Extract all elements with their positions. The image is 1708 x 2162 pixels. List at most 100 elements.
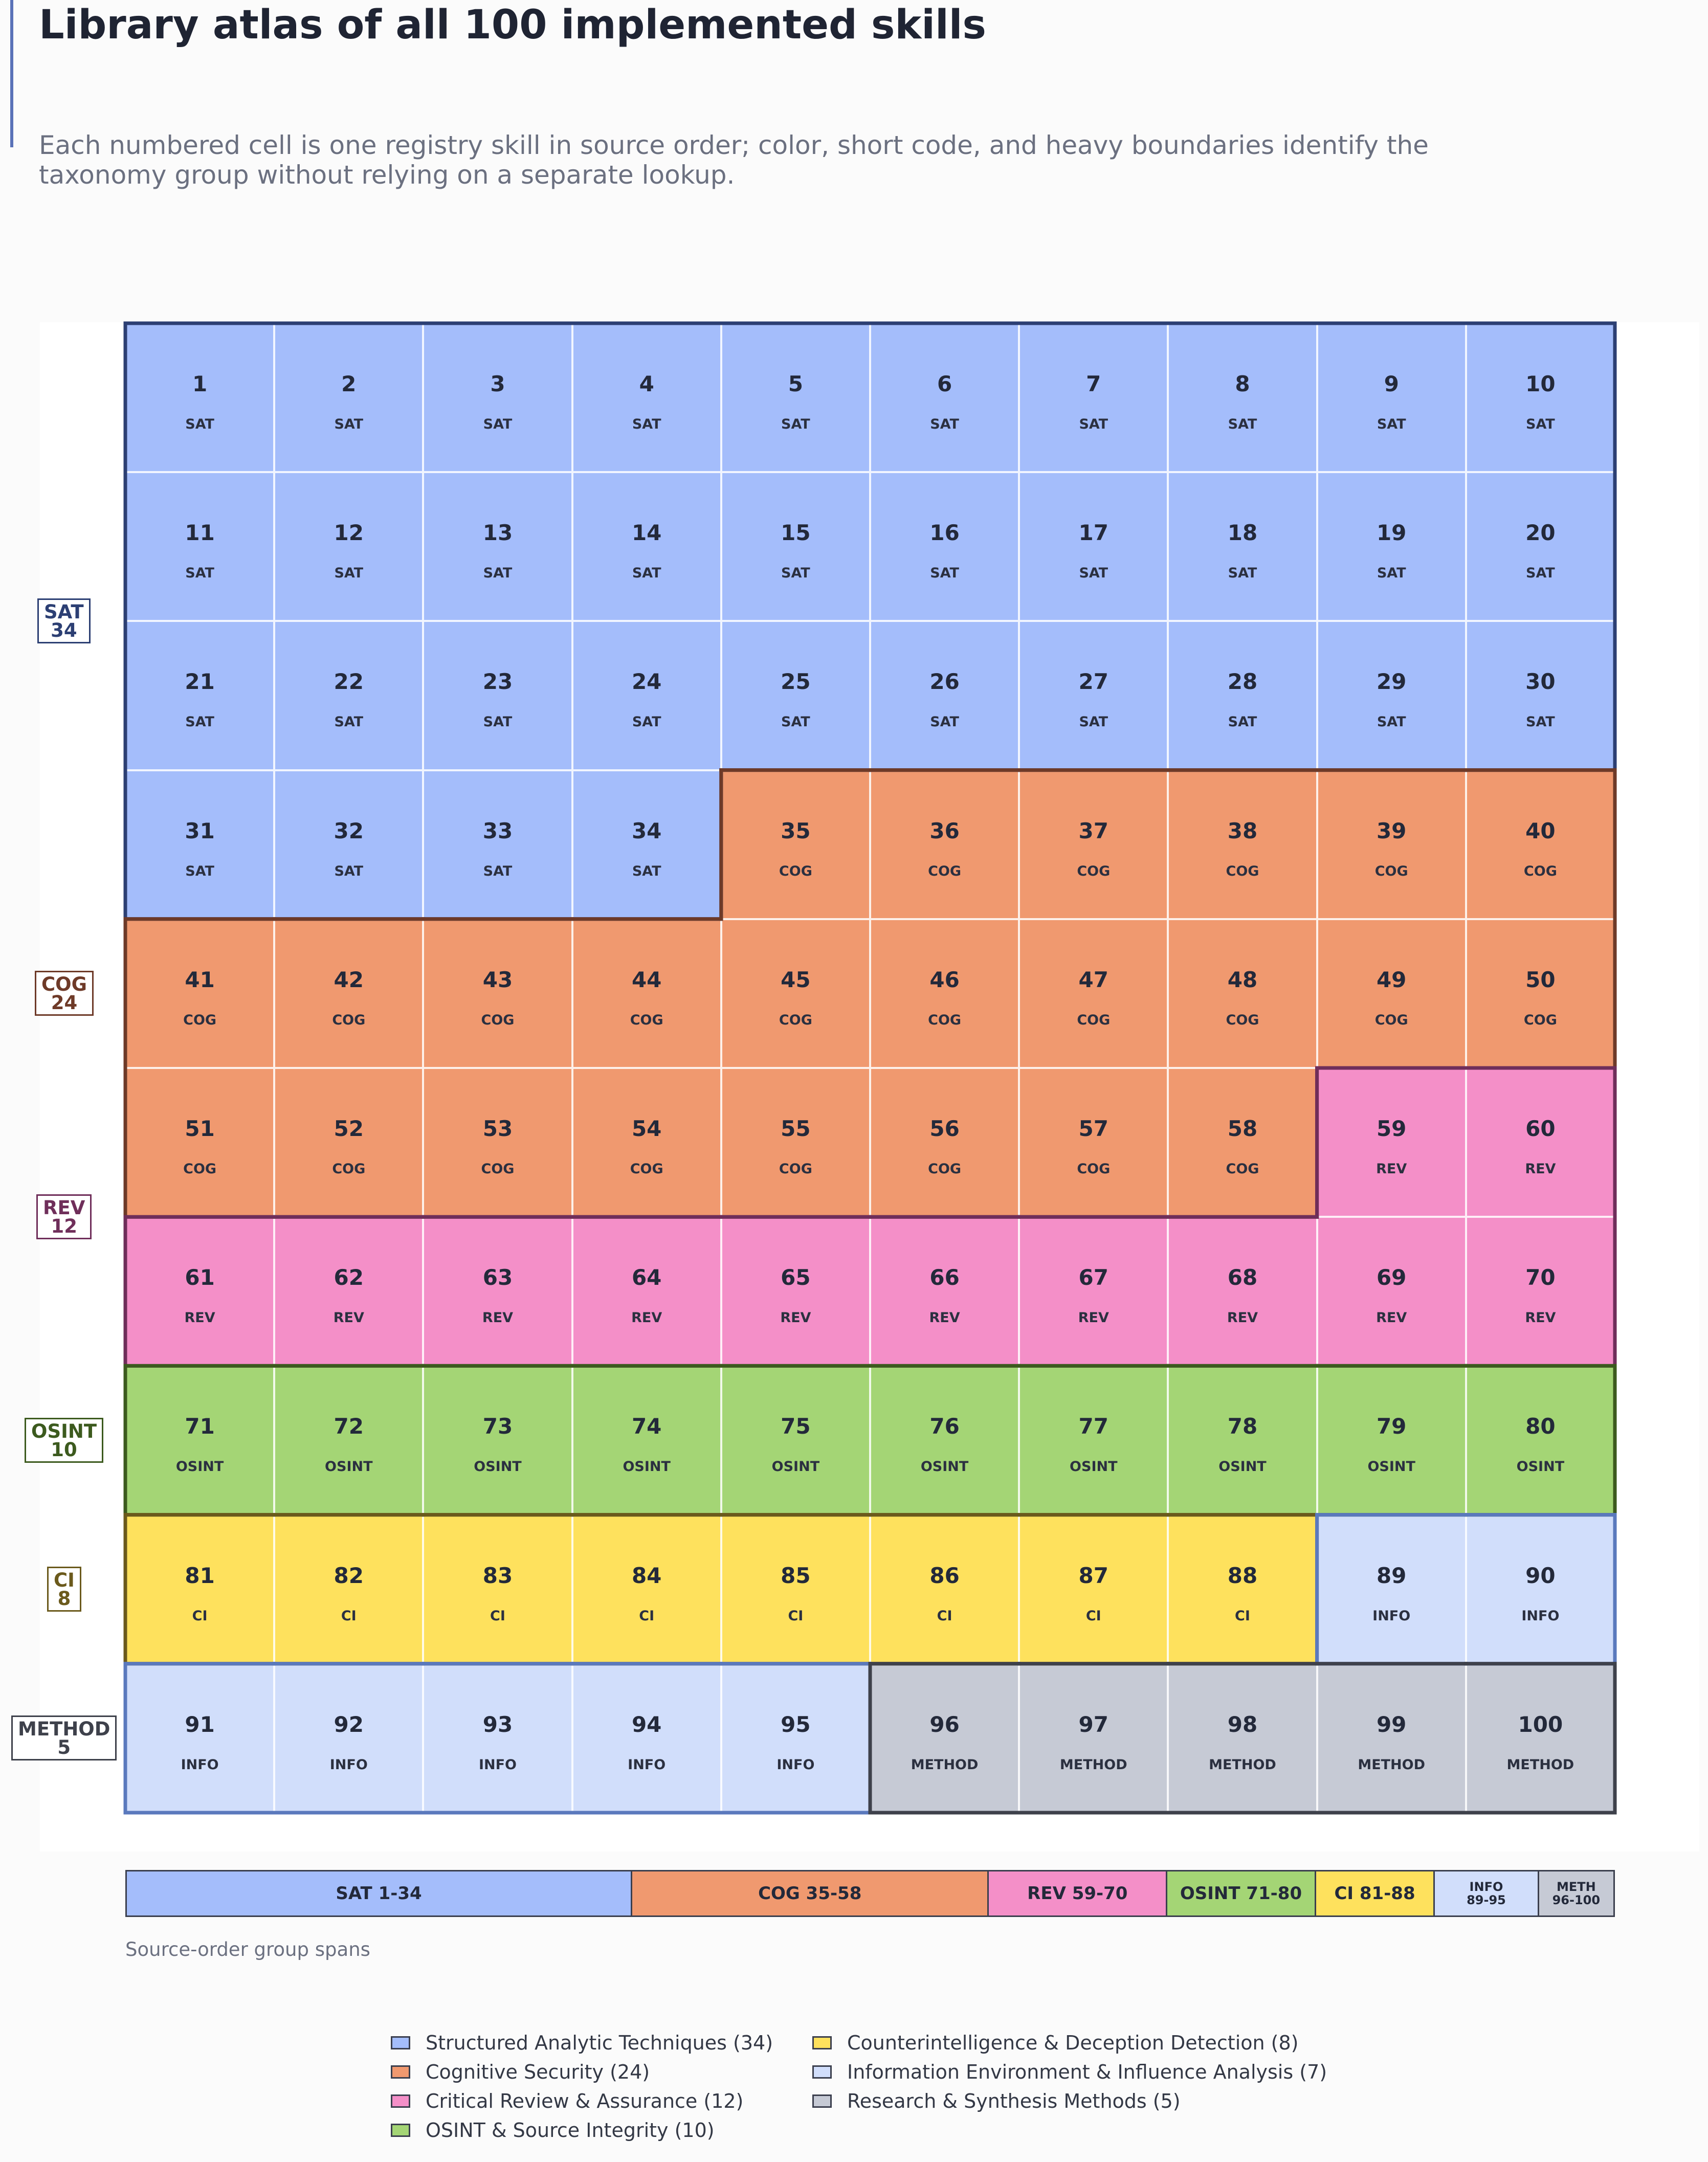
skill-group-code: REV [1525, 1161, 1556, 1177]
skill-cell: 47 COG [1019, 919, 1168, 1068]
skill-cell: 43 COG [423, 919, 572, 1068]
legend-item-info: Information Environment & Influence Anal… [812, 2058, 1327, 2086]
skill-cell: 85 CI [721, 1514, 870, 1664]
span-segment-label: REV 59-70 [1027, 1883, 1128, 1904]
skill-cell: 44 COG [572, 919, 721, 1068]
skill-cell: 1 SAT [125, 323, 275, 473]
span-segment-ci: CI 81-88 [1316, 1871, 1435, 1915]
skill-group-code: METHOD [911, 1756, 979, 1773]
skill-cell: 12 SAT [274, 472, 424, 621]
skill-cell: 93 INFO [423, 1663, 572, 1813]
skill-group-code: OSINT [1516, 1459, 1565, 1475]
skill-number: 54 [631, 1116, 662, 1141]
skill-group-code: SAT [334, 714, 364, 730]
row-label-ci: CI 8 [47, 1567, 81, 1612]
skill-group-code: CI [788, 1608, 804, 1624]
skill-group-code: SAT [781, 416, 810, 432]
row-label-count: 24 [51, 992, 78, 1014]
skill-number: 67 [1078, 1265, 1108, 1290]
skill-group-code: REV [184, 1310, 215, 1326]
skill-group-code: SAT [1228, 416, 1257, 432]
skill-cell: 90 INFO [1466, 1514, 1615, 1664]
skill-group-code: INFO [777, 1756, 815, 1773]
skill-group-code: SAT [930, 565, 959, 582]
skill-number: 50 [1525, 967, 1556, 992]
skill-group-code: SAT [185, 714, 214, 730]
skill-number: 43 [482, 967, 513, 992]
skill-number: 35 [781, 818, 811, 843]
skill-cell: 17 SAT [1019, 472, 1168, 621]
skill-group-code: REV [1078, 1310, 1109, 1326]
skill-group-code: COG [630, 1161, 663, 1177]
skill-group-code: COG [1523, 863, 1557, 879]
skill-cell: 76 OSINT [870, 1366, 1019, 1515]
skill-cell: 6 SAT [870, 323, 1019, 473]
skill-number: 5 [788, 371, 803, 396]
skill-group-code: COG [1077, 1012, 1111, 1028]
skill-group-code: SAT [1228, 565, 1257, 582]
skill-cell: 10 SAT [1466, 323, 1615, 473]
row-label-cog: COG 24 [35, 971, 94, 1016]
skill-number: 14 [631, 520, 662, 546]
skill-group-code: SAT [632, 714, 661, 730]
skill-group-code: REV [482, 1310, 514, 1326]
skill-cell: 31 SAT [125, 770, 275, 919]
skill-cell: 99 METHOD [1317, 1663, 1466, 1813]
skill-cell: 78 OSINT [1168, 1366, 1317, 1515]
row-label-code: COG [41, 973, 87, 995]
skill-cell: 59 REV [1317, 1068, 1466, 1217]
skill-group-code: OSINT [1367, 1459, 1415, 1475]
skill-cell: 58 COG [1168, 1068, 1317, 1217]
skill-cell: 28 SAT [1168, 621, 1317, 770]
skill-group-code: SAT [185, 863, 214, 879]
skill-number: 34 [631, 818, 662, 843]
skill-cell: 98 METHOD [1168, 1663, 1317, 1813]
skill-group-code: REV [1525, 1310, 1556, 1326]
legend-swatch [391, 2094, 410, 2108]
skill-cell: 51 COG [125, 1068, 275, 1217]
skill-cell: 74 OSINT [572, 1366, 721, 1515]
skill-number: 55 [781, 1116, 811, 1141]
skill-number: 1 [192, 371, 208, 396]
skill-number: 31 [185, 818, 215, 843]
skill-number: 16 [929, 520, 960, 546]
skill-cell: 71 OSINT [125, 1366, 275, 1515]
skill-number: 79 [1376, 1414, 1407, 1439]
skill-group-code: SAT [483, 565, 513, 582]
span-segment-label: CI 81-88 [1334, 1883, 1415, 1904]
skill-number: 42 [334, 967, 364, 992]
skill-cell: 57 COG [1019, 1068, 1168, 1217]
skill-group-code: SAT [1377, 565, 1406, 582]
skill-cell: 48 COG [1168, 919, 1317, 1068]
skill-cell: 37 COG [1019, 770, 1168, 919]
skill-number: 48 [1227, 967, 1258, 992]
skill-cell: 27 SAT [1019, 621, 1168, 770]
skill-group-code: METHOD [1059, 1756, 1127, 1773]
skill-group-code: OSINT [325, 1459, 373, 1475]
legend-swatch [391, 2036, 410, 2049]
skill-group-code: SAT [1526, 714, 1555, 730]
skill-cell: 19 SAT [1317, 472, 1466, 621]
skill-cell: 20 SAT [1466, 472, 1615, 621]
row-label-code: REV [43, 1197, 85, 1219]
span-segment-method: METH 96-100 [1539, 1871, 1613, 1915]
skill-number: 20 [1525, 520, 1556, 546]
skill-cell: 83 CI [423, 1514, 572, 1664]
skill-number: 45 [781, 967, 811, 992]
skill-number: 80 [1525, 1414, 1556, 1439]
skill-group-code: INFO [329, 1756, 368, 1773]
skill-group-code: CI [1085, 1608, 1101, 1624]
skill-group-code: INFO [478, 1756, 517, 1773]
skill-number: 15 [781, 520, 811, 546]
skill-number: 87 [1078, 1563, 1108, 1588]
skill-number: 29 [1376, 669, 1407, 695]
skill-cell: 21 SAT [125, 621, 275, 770]
skill-cell: 5 SAT [721, 323, 870, 473]
row-label-method: METHOD 5 [11, 1715, 117, 1760]
skill-number: 90 [1525, 1563, 1556, 1588]
skill-number: 19 [1376, 520, 1407, 546]
skill-number: 33 [482, 818, 513, 843]
skill-group-code: OSINT [474, 1459, 522, 1475]
skill-cell: 82 CI [274, 1514, 424, 1664]
skill-number: 46 [929, 967, 960, 992]
